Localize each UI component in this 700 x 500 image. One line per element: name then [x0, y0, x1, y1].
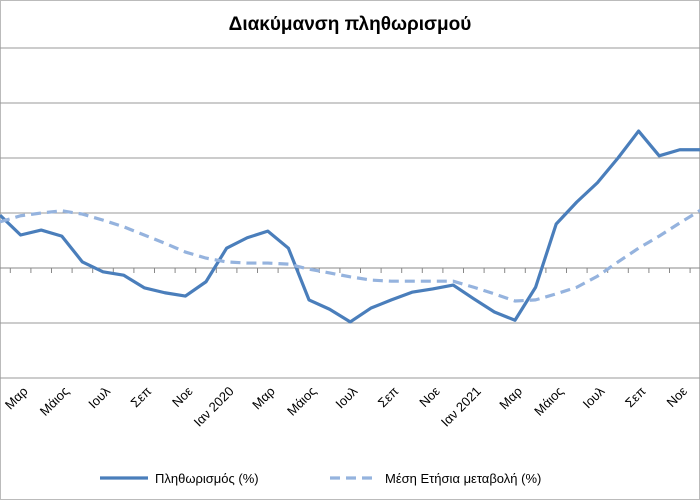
line-series — [0, 208, 700, 303]
legend-label: Μέση Ετήσια μεταβολή (%) — [385, 471, 541, 486]
line-series — [0, 129, 700, 324]
legend-label: Πληθωρισμός (%) — [155, 471, 259, 486]
chart-title: Διακύμανση πληθωρισμού — [229, 14, 472, 35]
